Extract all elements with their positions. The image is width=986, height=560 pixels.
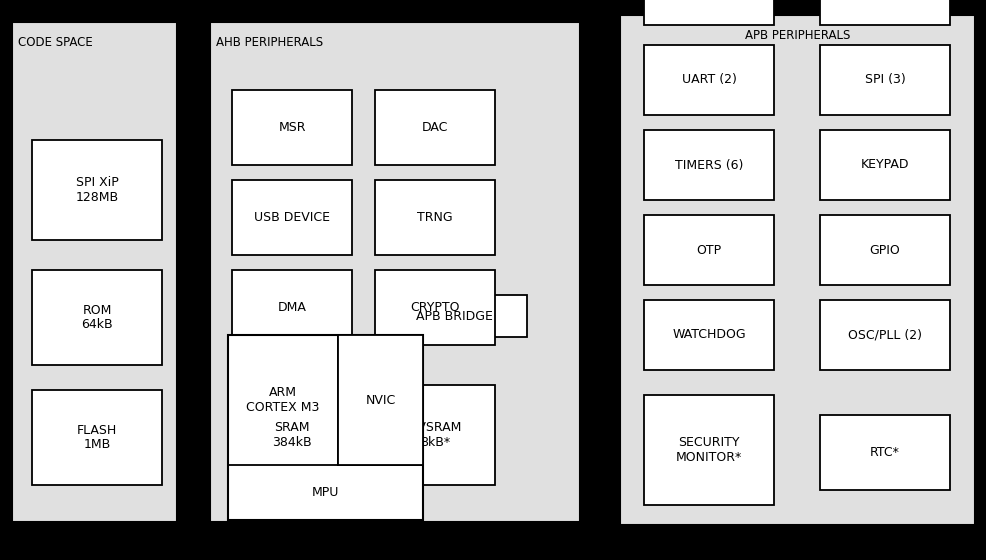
Bar xyxy=(232,270,352,345)
Text: OSC/PLL (2): OSC/PLL (2) xyxy=(848,329,922,342)
Bar xyxy=(32,270,162,365)
Bar xyxy=(644,130,774,200)
Bar xyxy=(644,0,774,25)
Bar xyxy=(644,215,774,285)
Text: DAC: DAC xyxy=(422,121,449,134)
Bar xyxy=(620,15,975,525)
Text: TRNG: TRNG xyxy=(417,211,453,224)
Text: SRAM
384kB: SRAM 384kB xyxy=(272,421,312,449)
Text: SPI (3): SPI (3) xyxy=(865,73,905,86)
Bar xyxy=(820,0,950,25)
Text: DMA: DMA xyxy=(278,301,307,314)
Text: UART (2): UART (2) xyxy=(681,73,737,86)
Bar xyxy=(228,335,423,520)
Bar xyxy=(32,390,162,485)
Text: USB DEVICE: USB DEVICE xyxy=(254,211,330,224)
Bar xyxy=(232,180,352,255)
Text: TIMERS (6): TIMERS (6) xyxy=(674,158,743,171)
Bar xyxy=(375,270,495,345)
Text: MSR: MSR xyxy=(278,121,306,134)
Text: SECURITY
MONITOR*: SECURITY MONITOR* xyxy=(675,436,742,464)
Bar xyxy=(375,180,495,255)
Text: GPIO: GPIO xyxy=(870,244,900,256)
Text: MPU: MPU xyxy=(312,486,339,499)
Text: NVSRAM
8kB*: NVSRAM 8kB* xyxy=(408,421,461,449)
Bar xyxy=(820,300,950,370)
Text: FLASH
1MB: FLASH 1MB xyxy=(77,423,117,451)
Text: ARM
CORTEX M3: ARM CORTEX M3 xyxy=(246,386,319,414)
Bar xyxy=(375,90,495,165)
Text: CRYPTO: CRYPTO xyxy=(410,301,459,314)
Bar xyxy=(820,45,950,115)
Text: OTP: OTP xyxy=(696,244,722,256)
Bar xyxy=(820,215,950,285)
Text: APB BRIDGE: APB BRIDGE xyxy=(416,310,493,323)
Bar xyxy=(382,295,527,337)
Text: ROM
64kB: ROM 64kB xyxy=(81,304,112,332)
Text: WATCHDOG: WATCHDOG xyxy=(672,329,745,342)
Bar xyxy=(232,90,352,165)
Bar xyxy=(12,22,177,522)
Text: KEYPAD: KEYPAD xyxy=(861,158,909,171)
Text: CODE SPACE: CODE SPACE xyxy=(18,36,93,49)
Text: AHB PERIPHERALS: AHB PERIPHERALS xyxy=(216,36,323,49)
Bar xyxy=(644,45,774,115)
Text: RTC*: RTC* xyxy=(870,446,900,459)
Bar xyxy=(32,140,162,240)
Bar xyxy=(820,415,950,490)
Bar xyxy=(338,335,423,465)
Text: SPI XiP
128MB: SPI XiP 128MB xyxy=(76,176,118,204)
Bar xyxy=(644,300,774,370)
Bar xyxy=(375,385,495,485)
Bar xyxy=(644,395,774,505)
Bar xyxy=(820,130,950,200)
Bar xyxy=(232,385,352,485)
Bar xyxy=(210,22,580,522)
Text: APB PERIPHERALS: APB PERIPHERALS xyxy=(744,29,850,42)
Text: NVIC: NVIC xyxy=(366,394,395,407)
